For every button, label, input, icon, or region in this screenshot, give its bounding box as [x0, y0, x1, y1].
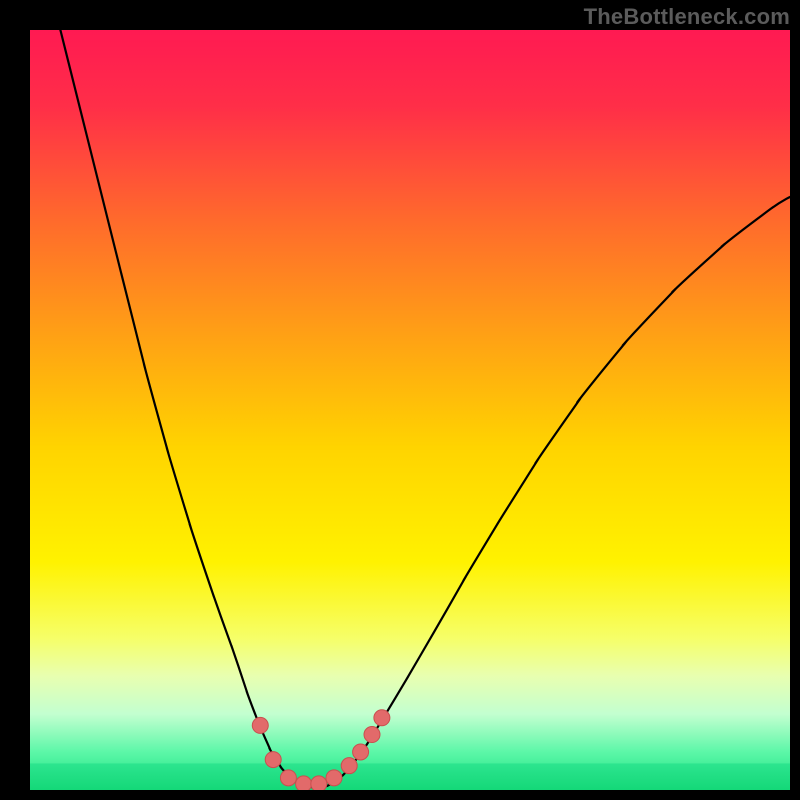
green-zone-band [30, 763, 790, 790]
chart-frame-left [0, 0, 30, 800]
marker-dot [364, 727, 380, 743]
marker-dot [265, 752, 281, 768]
marker-dot [252, 717, 268, 733]
watermark-text: TheBottleneck.com [584, 4, 790, 30]
marker-dot [374, 710, 390, 726]
marker-dot [353, 744, 369, 760]
bottleneck-chart [0, 0, 800, 800]
marker-dot [280, 770, 296, 786]
chart-frame-bottom [0, 790, 800, 800]
chart-frame-right [790, 0, 800, 800]
marker-dot [341, 758, 357, 774]
marker-dot [326, 770, 342, 786]
gradient-background [30, 30, 790, 790]
